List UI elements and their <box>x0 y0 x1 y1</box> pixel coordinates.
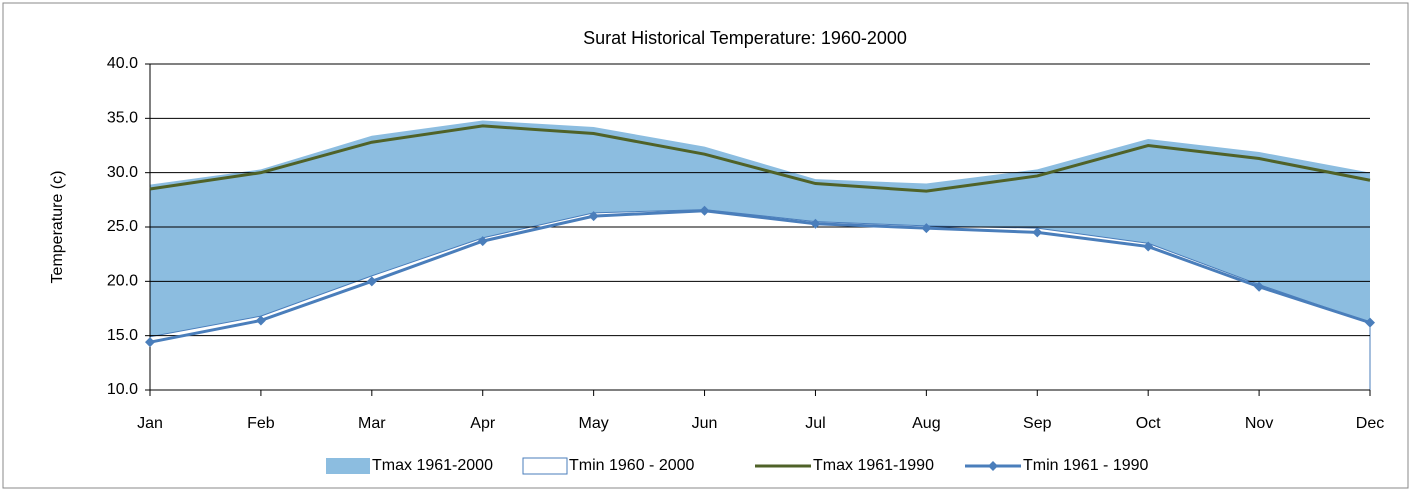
legend-marker <box>988 461 998 471</box>
marker <box>255 315 266 326</box>
x-tick-label: Feb <box>247 415 275 432</box>
marker <box>810 218 821 229</box>
x-tick-label: Jun <box>692 415 718 432</box>
marker <box>1365 317 1375 328</box>
x-tick-label: Jul <box>805 415 825 432</box>
x-tick-label: Oct <box>1136 415 1161 432</box>
x-tick-label: Jan <box>137 415 163 432</box>
x-tick-label: Mar <box>358 415 386 432</box>
x-tick-label: May <box>579 415 609 432</box>
y-tick-label: 20.0 <box>107 273 138 290</box>
marker <box>145 337 155 348</box>
line <box>149 124 1371 193</box>
legend-swatch <box>522 457 568 475</box>
marker <box>921 223 932 234</box>
x-tick-label: Apr <box>470 415 496 432</box>
legend-label: Tmax 1961-1990 <box>813 457 934 474</box>
y-tick-label: 15.0 <box>107 327 138 344</box>
y-tick-label: 10.0 <box>107 381 138 398</box>
y-tick-label: 30.0 <box>107 164 138 181</box>
y-tick-label: 35.0 <box>107 110 138 127</box>
y-tick-label: 40.0 <box>107 55 138 72</box>
line <box>149 209 1371 344</box>
x-tick-label: Dec <box>1356 415 1384 432</box>
y-axis-label: Temperature (c) <box>49 171 66 284</box>
y-tick-label: 25.0 <box>107 218 138 235</box>
chart-title: Surat Historical Temperature: 1960-2000 <box>583 28 907 48</box>
marker <box>699 205 710 216</box>
marker <box>1143 241 1154 252</box>
marker <box>366 276 377 287</box>
legend-swatch <box>326 458 370 474</box>
legend-label: Tmin 1961 - 1990 <box>1023 457 1149 474</box>
x-tick-label: Sep <box>1023 415 1052 432</box>
x-tick-label: Nov <box>1245 415 1273 432</box>
marker <box>1032 227 1043 238</box>
marker <box>477 236 488 247</box>
legend-label: Tmin 1960 - 2000 <box>569 457 695 474</box>
x-tick-label: Aug <box>912 415 940 432</box>
legend-label: Tmax 1961-2000 <box>372 457 493 474</box>
marker <box>1254 281 1265 292</box>
marker <box>588 211 599 222</box>
